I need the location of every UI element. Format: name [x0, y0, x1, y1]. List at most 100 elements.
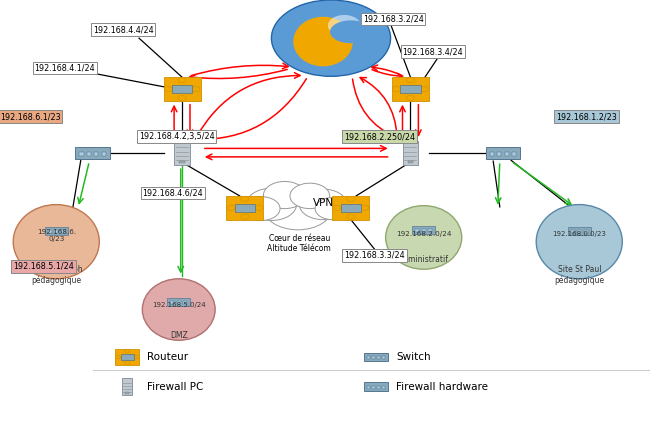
Circle shape	[124, 350, 130, 353]
Circle shape	[241, 214, 249, 219]
Bar	[497, 151, 501, 156]
FancyBboxPatch shape	[392, 77, 429, 101]
Circle shape	[243, 197, 280, 220]
Circle shape	[134, 355, 138, 359]
FancyBboxPatch shape	[235, 204, 255, 212]
FancyBboxPatch shape	[179, 161, 185, 163]
Bar	[382, 356, 385, 359]
Circle shape	[393, 86, 401, 92]
Text: DMZ: DMZ	[170, 331, 187, 340]
Circle shape	[315, 198, 350, 220]
Text: 192.168.6.
0/23: 192.168.6. 0/23	[36, 229, 76, 242]
Bar	[372, 386, 375, 389]
Bar	[367, 356, 369, 359]
Circle shape	[347, 214, 355, 219]
Bar	[382, 386, 385, 389]
FancyBboxPatch shape	[341, 204, 361, 212]
Text: 192.168.4.1/24: 192.168.4.1/24	[34, 63, 95, 73]
FancyBboxPatch shape	[120, 354, 134, 360]
FancyBboxPatch shape	[174, 140, 190, 165]
Circle shape	[406, 95, 414, 100]
FancyBboxPatch shape	[412, 226, 436, 234]
FancyBboxPatch shape	[172, 85, 192, 93]
FancyBboxPatch shape	[364, 382, 388, 391]
Text: 192.168.3.3/24: 192.168.3.3/24	[344, 251, 405, 260]
Circle shape	[246, 188, 297, 220]
Bar	[372, 356, 375, 359]
Ellipse shape	[328, 15, 361, 36]
Text: 192.168.3.2/24: 192.168.3.2/24	[363, 14, 424, 24]
Bar	[54, 230, 58, 233]
Text: Firewall PC: Firewall PC	[147, 382, 203, 392]
Ellipse shape	[536, 205, 622, 279]
FancyBboxPatch shape	[226, 196, 263, 220]
Bar	[504, 151, 509, 156]
FancyBboxPatch shape	[408, 161, 413, 163]
Bar	[102, 151, 106, 156]
Text: Administratif: Administratif	[399, 255, 449, 264]
Text: Routeur: Routeur	[147, 352, 188, 362]
Circle shape	[406, 78, 414, 83]
Text: 192.168.4.6/24: 192.168.4.6/24	[142, 188, 203, 198]
Bar	[512, 151, 516, 156]
FancyBboxPatch shape	[401, 85, 420, 93]
Text: 192.168.5.0/24: 192.168.5.0/24	[152, 302, 206, 308]
FancyBboxPatch shape	[567, 227, 591, 235]
Text: Site St Joseph
pédagogique: Site St Joseph pédagogique	[30, 265, 83, 285]
FancyBboxPatch shape	[115, 349, 139, 365]
FancyBboxPatch shape	[402, 140, 418, 165]
FancyBboxPatch shape	[164, 77, 201, 101]
FancyBboxPatch shape	[125, 393, 129, 394]
Text: 192.168.5.1/24: 192.168.5.1/24	[13, 262, 74, 271]
Bar	[571, 230, 575, 233]
Bar	[416, 229, 419, 232]
Bar	[177, 301, 181, 304]
FancyBboxPatch shape	[167, 298, 191, 306]
Circle shape	[178, 78, 186, 83]
Bar	[422, 229, 426, 232]
Bar	[171, 301, 174, 304]
Circle shape	[420, 86, 428, 92]
Bar	[377, 386, 380, 389]
Bar	[490, 151, 494, 156]
Bar	[577, 230, 581, 233]
Circle shape	[227, 205, 235, 210]
FancyBboxPatch shape	[75, 147, 110, 159]
Bar	[377, 356, 380, 359]
Circle shape	[290, 183, 330, 209]
Text: Site St Paul
pédagogique: Site St Paul pédagogique	[554, 265, 604, 285]
Circle shape	[333, 205, 341, 210]
Circle shape	[347, 196, 355, 201]
Bar	[367, 386, 369, 389]
Text: 192.168.2.0/24: 192.168.2.0/24	[396, 231, 451, 237]
Circle shape	[241, 196, 249, 201]
Circle shape	[255, 205, 263, 210]
Bar	[79, 151, 83, 156]
Bar	[94, 151, 99, 156]
Text: 192.168.4.2,3,5/24: 192.168.4.2,3,5/24	[139, 132, 214, 141]
Text: VPN: VPN	[312, 198, 334, 208]
Circle shape	[192, 86, 200, 92]
Bar	[183, 301, 187, 304]
Circle shape	[178, 95, 186, 100]
Text: 192.168.6.1/23: 192.168.6.1/23	[0, 112, 61, 121]
Text: 192.168.1.2/23: 192.168.1.2/23	[556, 112, 617, 121]
Circle shape	[263, 181, 306, 209]
FancyBboxPatch shape	[44, 227, 68, 235]
Bar	[87, 151, 91, 156]
FancyBboxPatch shape	[332, 196, 369, 220]
Ellipse shape	[142, 279, 215, 340]
Text: Switch: Switch	[396, 352, 430, 362]
Ellipse shape	[293, 17, 353, 66]
Bar	[48, 230, 52, 233]
Ellipse shape	[385, 206, 462, 269]
Text: 192.168.2.250/24: 192.168.2.250/24	[344, 132, 415, 141]
Circle shape	[271, 0, 391, 76]
Bar	[61, 230, 64, 233]
Text: Firewall hardware: Firewall hardware	[396, 382, 488, 392]
Circle shape	[116, 355, 120, 359]
Ellipse shape	[13, 205, 99, 279]
Bar	[584, 230, 587, 233]
Circle shape	[164, 86, 172, 92]
Text: Cœur de réseau
Altitude Télécom: Cœur de réseau Altitude Télécom	[267, 234, 331, 254]
